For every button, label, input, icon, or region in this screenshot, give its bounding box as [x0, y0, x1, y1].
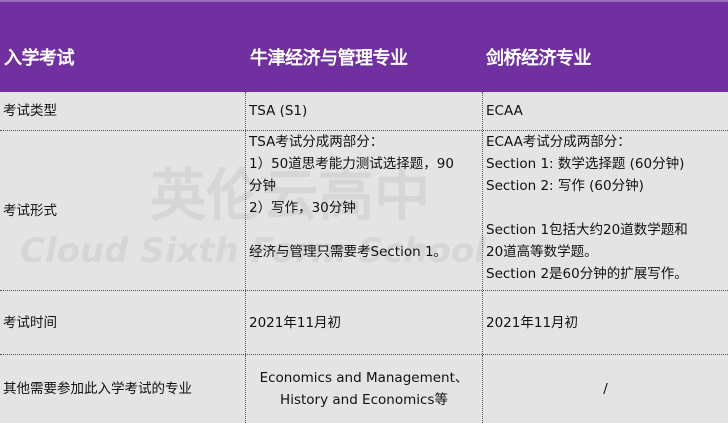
text-line: Section 1: 数学选择题 (60分钟): [486, 156, 685, 172]
text-line: 分钟: [249, 178, 276, 194]
cambridge-cell: 2021年11月初: [482, 291, 728, 354]
text-line: 20道高等数学题。: [486, 244, 598, 260]
cambridge-cell: ECAA: [482, 92, 728, 130]
text-line: History and Economics等: [280, 392, 448, 408]
cambridge-cell: ECAA考试分成两部分： Section 1: 数学选择题 (60分钟) Sec…: [482, 131, 728, 290]
cambridge-cell: /: [482, 355, 728, 423]
text-line: Section 2: 写作 (60分钟): [486, 178, 644, 194]
table-row: 考试类型 TSA (S1) ECAA: [0, 92, 728, 131]
table-row: 英伦云高中 Cloud Sixth Form School 考试形式 TSA考试…: [0, 131, 728, 291]
row-label: 考试形式: [3, 202, 57, 219]
text-line: Section 1包括大约20道数学题和: [486, 222, 688, 238]
text-line: Economics and Management、: [259, 370, 469, 386]
row-label: 考试类型: [3, 103, 57, 119]
text-line: TSA考试分成两部分：: [249, 134, 384, 150]
header-oxford: 牛津经济与管理专业: [250, 48, 408, 69]
table-header: 入学考试 牛津经济与管理专业 剑桥经济专业: [0, 0, 728, 92]
oxford-cell: Economics and Management、 History and Ec…: [245, 355, 482, 423]
text-line: 经济与管理只需要考Section 1。: [249, 244, 448, 260]
row-label: 其他需要参加此入学考试的专业: [3, 381, 192, 397]
text-line: 2）写作，30分钟: [249, 200, 356, 216]
table-row: 其他需要参加此入学考试的专业 Economics and Management、…: [0, 355, 728, 423]
header-cambridge: 剑桥经济专业: [486, 48, 592, 69]
text-line: ECAA考试分成两部分：: [486, 134, 631, 150]
table-row: 考试时间 2021年11月初 2021年11月初: [0, 291, 728, 355]
spacer: [486, 197, 728, 219]
oxford-cell: TSA考试分成两部分： 1）50道思考能力测试选择题，90 分钟 2）写作，30…: [245, 131, 482, 290]
header-exam: 入学考试: [4, 48, 75, 69]
oxford-cell: TSA (S1): [245, 92, 482, 130]
spacer: [249, 219, 482, 241]
text-line: Section 2是60分钟的扩展写作。: [486, 266, 688, 282]
oxford-cell: 2021年11月初: [245, 291, 482, 354]
text-line: 1）50道思考能力测试选择题，90: [249, 156, 454, 172]
row-label: 考试时间: [3, 314, 57, 331]
